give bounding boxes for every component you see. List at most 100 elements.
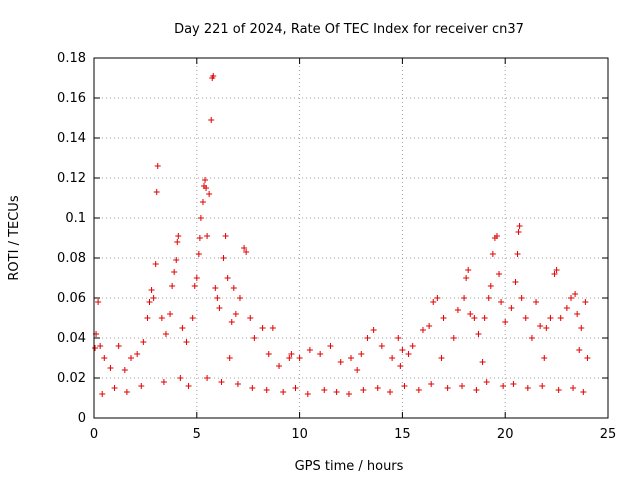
data-point [498,299,505,305]
data-point [364,335,371,341]
data-point [584,355,591,361]
data-point [578,325,585,331]
data-point [150,295,157,301]
data-point [153,189,160,195]
data-point [228,319,235,325]
data-point [333,389,340,395]
data-point [304,391,311,397]
data-point [169,283,176,289]
data-point [232,311,239,317]
data-point [259,325,266,331]
y-tick-label: 0.12 [57,171,86,186]
plot-frame [93,57,609,419]
data-point [493,233,500,239]
data-point [528,335,535,341]
data-point [354,367,361,373]
data-point [146,299,153,305]
chart-title: Day 221 of 2024, Rate Of TEC Index for r… [174,22,524,37]
data-point [306,347,313,353]
data-point [574,311,581,317]
data-point [171,269,178,275]
data-point [518,295,525,301]
data-point [247,315,254,321]
data-point [167,311,174,317]
data-point [378,343,385,349]
data-point [572,291,579,297]
data-point [174,239,181,245]
data-point [348,355,354,361]
data-point [288,351,295,357]
data-point [541,355,548,361]
data-point [185,383,192,389]
data-point [173,257,180,263]
data-point [154,163,161,169]
data-point [397,363,404,369]
x-tick-label: 0 [90,427,98,442]
data-point [395,335,402,341]
y-tick-label: 0.1 [65,211,86,226]
data-point [158,315,165,321]
data-point [241,245,248,251]
data-point [214,295,221,301]
data-point [97,343,104,349]
data-point [204,233,211,239]
y-tick-label: 0.06 [57,291,86,306]
grid-layer [94,58,608,418]
data-point [543,325,550,331]
data-point [160,379,167,385]
data-point [234,381,241,387]
data-point [296,355,303,361]
data-point [409,343,416,349]
data-point [218,379,225,385]
x-tick-label: 25 [600,427,617,442]
data-point [204,375,211,381]
data-point [496,271,503,277]
data-point [220,255,227,261]
data-point [111,385,118,391]
x-tick-label: 15 [394,427,411,442]
x-tick-label: 20 [497,427,514,442]
data-point [563,305,570,311]
y-tick-label: 0.18 [57,51,86,66]
data-point [123,389,130,395]
data-point [327,343,334,349]
data-point [134,351,141,357]
data-point [570,385,577,391]
data-point [389,355,396,361]
data-point [524,385,531,391]
data-point [197,215,204,221]
data-point [317,351,324,357]
y-tick-label: 0.08 [57,251,86,266]
data-point [582,299,589,305]
data-point [263,387,270,393]
y-tick-label: 0.16 [57,91,86,106]
data-point [461,295,468,301]
data-point [370,327,377,333]
data-point [345,391,352,397]
data-point [177,375,184,381]
data-point [286,355,293,361]
data-point [321,387,328,393]
y-tick-label: 0.14 [57,131,86,146]
data-point [419,327,426,333]
data-point [454,307,461,313]
data-point [206,191,213,197]
data-point [162,331,169,337]
data-point [479,359,486,365]
data-point [522,315,529,321]
data-point [249,385,256,391]
data-point [269,325,276,331]
data-point [514,251,521,257]
data-point [547,315,554,321]
data-point [175,233,182,239]
data-point [196,235,203,241]
data-point [483,379,490,385]
data-point [236,295,243,301]
data-point [92,345,99,351]
data-point [516,223,523,229]
data-point [576,347,583,353]
data-point [401,383,408,389]
data-point [450,335,457,341]
data-point [481,315,488,321]
data-point [405,351,412,357]
